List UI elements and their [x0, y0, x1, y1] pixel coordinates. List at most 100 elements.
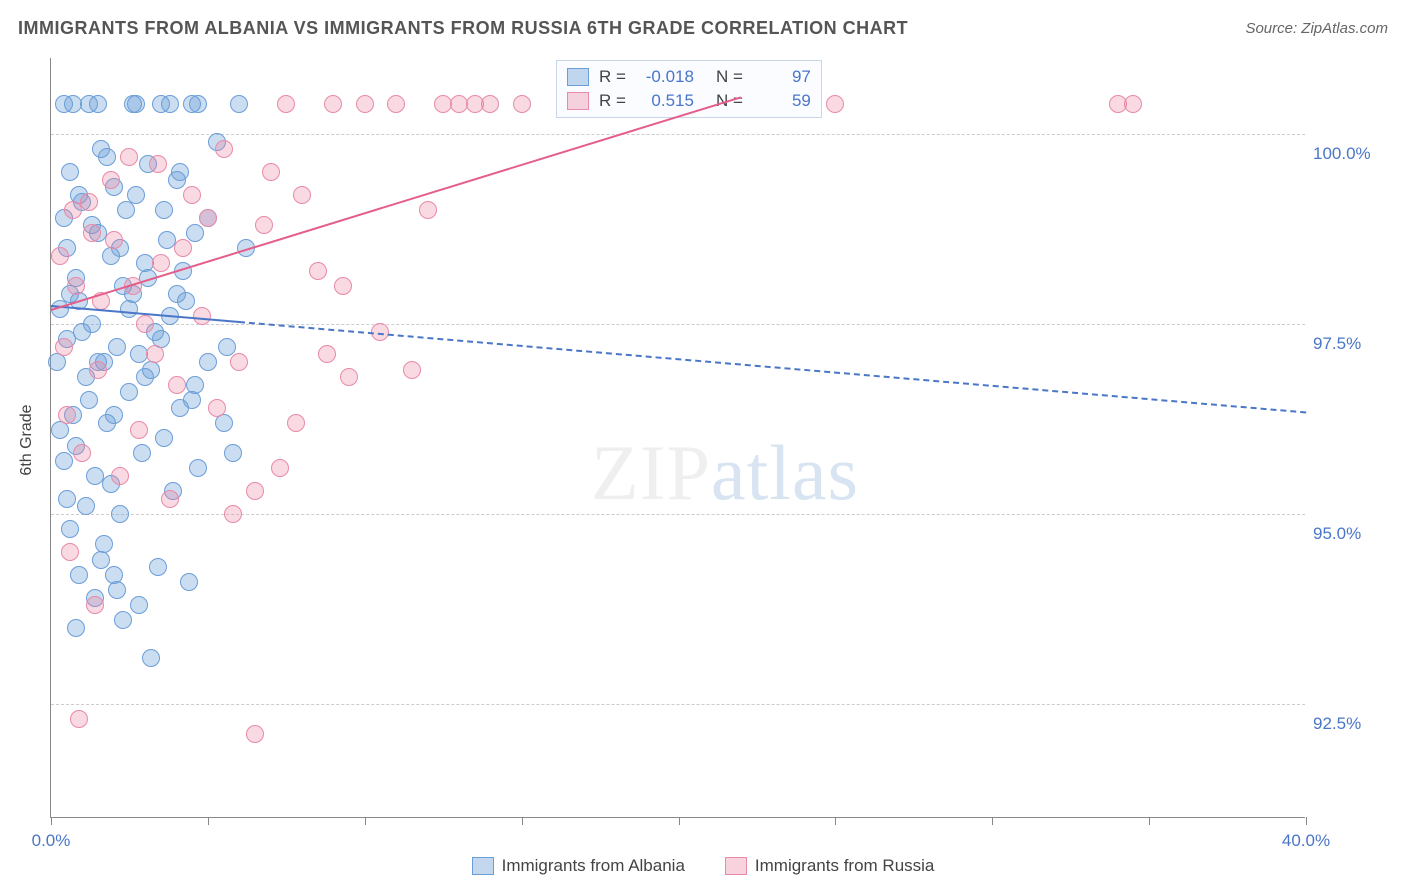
- legend-row-albania: R = -0.018 N = 97: [567, 65, 811, 89]
- data-point: [58, 406, 76, 424]
- data-point: [149, 558, 167, 576]
- data-point: [513, 95, 531, 113]
- data-point: [70, 566, 88, 584]
- data-point: [64, 95, 82, 113]
- gridline: [51, 324, 1305, 325]
- n-value-russia: 59: [753, 91, 811, 111]
- data-point: [130, 421, 148, 439]
- data-point: [208, 399, 226, 417]
- data-point: [271, 459, 289, 477]
- data-point: [95, 535, 113, 553]
- data-point: [262, 163, 280, 181]
- bottom-legend-russia: Immigrants from Russia: [725, 856, 934, 876]
- x-tick: [365, 817, 366, 825]
- data-point: [120, 300, 138, 318]
- data-point: [124, 95, 142, 113]
- data-point: [67, 277, 85, 295]
- data-point: [89, 95, 107, 113]
- data-point: [189, 459, 207, 477]
- data-point: [186, 224, 204, 242]
- y-tick-label: 95.0%: [1313, 524, 1393, 544]
- gridline: [51, 704, 1305, 705]
- x-tick: [835, 817, 836, 825]
- data-point: [73, 444, 91, 462]
- data-point: [80, 391, 98, 409]
- scatter-plot-area: R = -0.018 N = 97 R = 0.515 N = 59 ZIPat…: [50, 58, 1305, 818]
- data-point: [146, 345, 164, 363]
- data-point: [136, 368, 154, 386]
- x-tick-label: 40.0%: [1282, 831, 1330, 851]
- data-point: [117, 201, 135, 219]
- data-point: [826, 95, 844, 113]
- data-point: [277, 95, 295, 113]
- data-point: [142, 649, 160, 667]
- data-point: [77, 497, 95, 515]
- gridline: [51, 134, 1305, 135]
- data-point: [155, 429, 173, 447]
- data-point: [334, 277, 352, 295]
- data-point: [224, 505, 242, 523]
- data-point: [105, 231, 123, 249]
- data-point: [133, 444, 151, 462]
- trend-line: [239, 321, 1306, 413]
- data-point: [356, 95, 374, 113]
- data-point: [340, 368, 358, 386]
- data-point: [215, 140, 233, 158]
- data-point: [136, 315, 154, 333]
- y-tick-label: 100.0%: [1313, 144, 1393, 164]
- data-point: [86, 596, 104, 614]
- data-point: [55, 338, 73, 356]
- data-point: [246, 482, 264, 500]
- data-point: [155, 201, 173, 219]
- data-point: [120, 383, 138, 401]
- data-point: [171, 163, 189, 181]
- data-point: [183, 186, 201, 204]
- data-point: [174, 239, 192, 257]
- data-point: [230, 95, 248, 113]
- bottom-legend-albania: Immigrants from Albania: [472, 856, 685, 876]
- x-tick-label: 0.0%: [32, 831, 71, 851]
- data-point: [80, 193, 98, 211]
- data-point: [108, 338, 126, 356]
- data-point: [51, 247, 69, 265]
- data-point: [224, 444, 242, 462]
- data-point: [67, 619, 85, 637]
- data-point: [98, 148, 116, 166]
- data-point: [246, 725, 264, 743]
- data-point: [120, 148, 138, 166]
- data-point: [168, 285, 186, 303]
- data-point: [108, 581, 126, 599]
- n-value-albania: 97: [753, 67, 811, 87]
- data-point: [403, 361, 421, 379]
- data-point: [152, 254, 170, 272]
- y-tick-label: 97.5%: [1313, 334, 1393, 354]
- swatch-blue-icon: [567, 68, 589, 86]
- data-point: [287, 414, 305, 432]
- data-point: [105, 406, 123, 424]
- y-axis-label: 6th Grade: [18, 404, 36, 475]
- data-point: [102, 171, 120, 189]
- data-point: [61, 520, 79, 538]
- bottom-legend: Immigrants from Albania Immigrants from …: [0, 856, 1406, 876]
- data-point: [105, 566, 123, 584]
- swatch-blue-icon: [472, 857, 494, 875]
- data-point: [1124, 95, 1142, 113]
- data-point: [111, 505, 129, 523]
- chart-title: IMMIGRANTS FROM ALBANIA VS IMMIGRANTS FR…: [18, 18, 908, 39]
- data-point: [199, 353, 217, 371]
- y-tick-label: 92.5%: [1313, 714, 1393, 734]
- x-tick: [522, 817, 523, 825]
- data-point: [58, 490, 76, 508]
- data-point: [61, 163, 79, 181]
- x-tick: [1306, 817, 1307, 825]
- data-point: [89, 361, 107, 379]
- data-point: [255, 216, 273, 234]
- data-point: [111, 467, 129, 485]
- x-tick: [679, 817, 680, 825]
- data-point: [168, 376, 186, 394]
- watermark: ZIPatlas: [591, 428, 859, 518]
- data-point: [161, 490, 179, 508]
- r-value-albania: -0.018: [636, 67, 694, 87]
- data-point: [130, 596, 148, 614]
- r-value-russia: 0.515: [636, 91, 694, 111]
